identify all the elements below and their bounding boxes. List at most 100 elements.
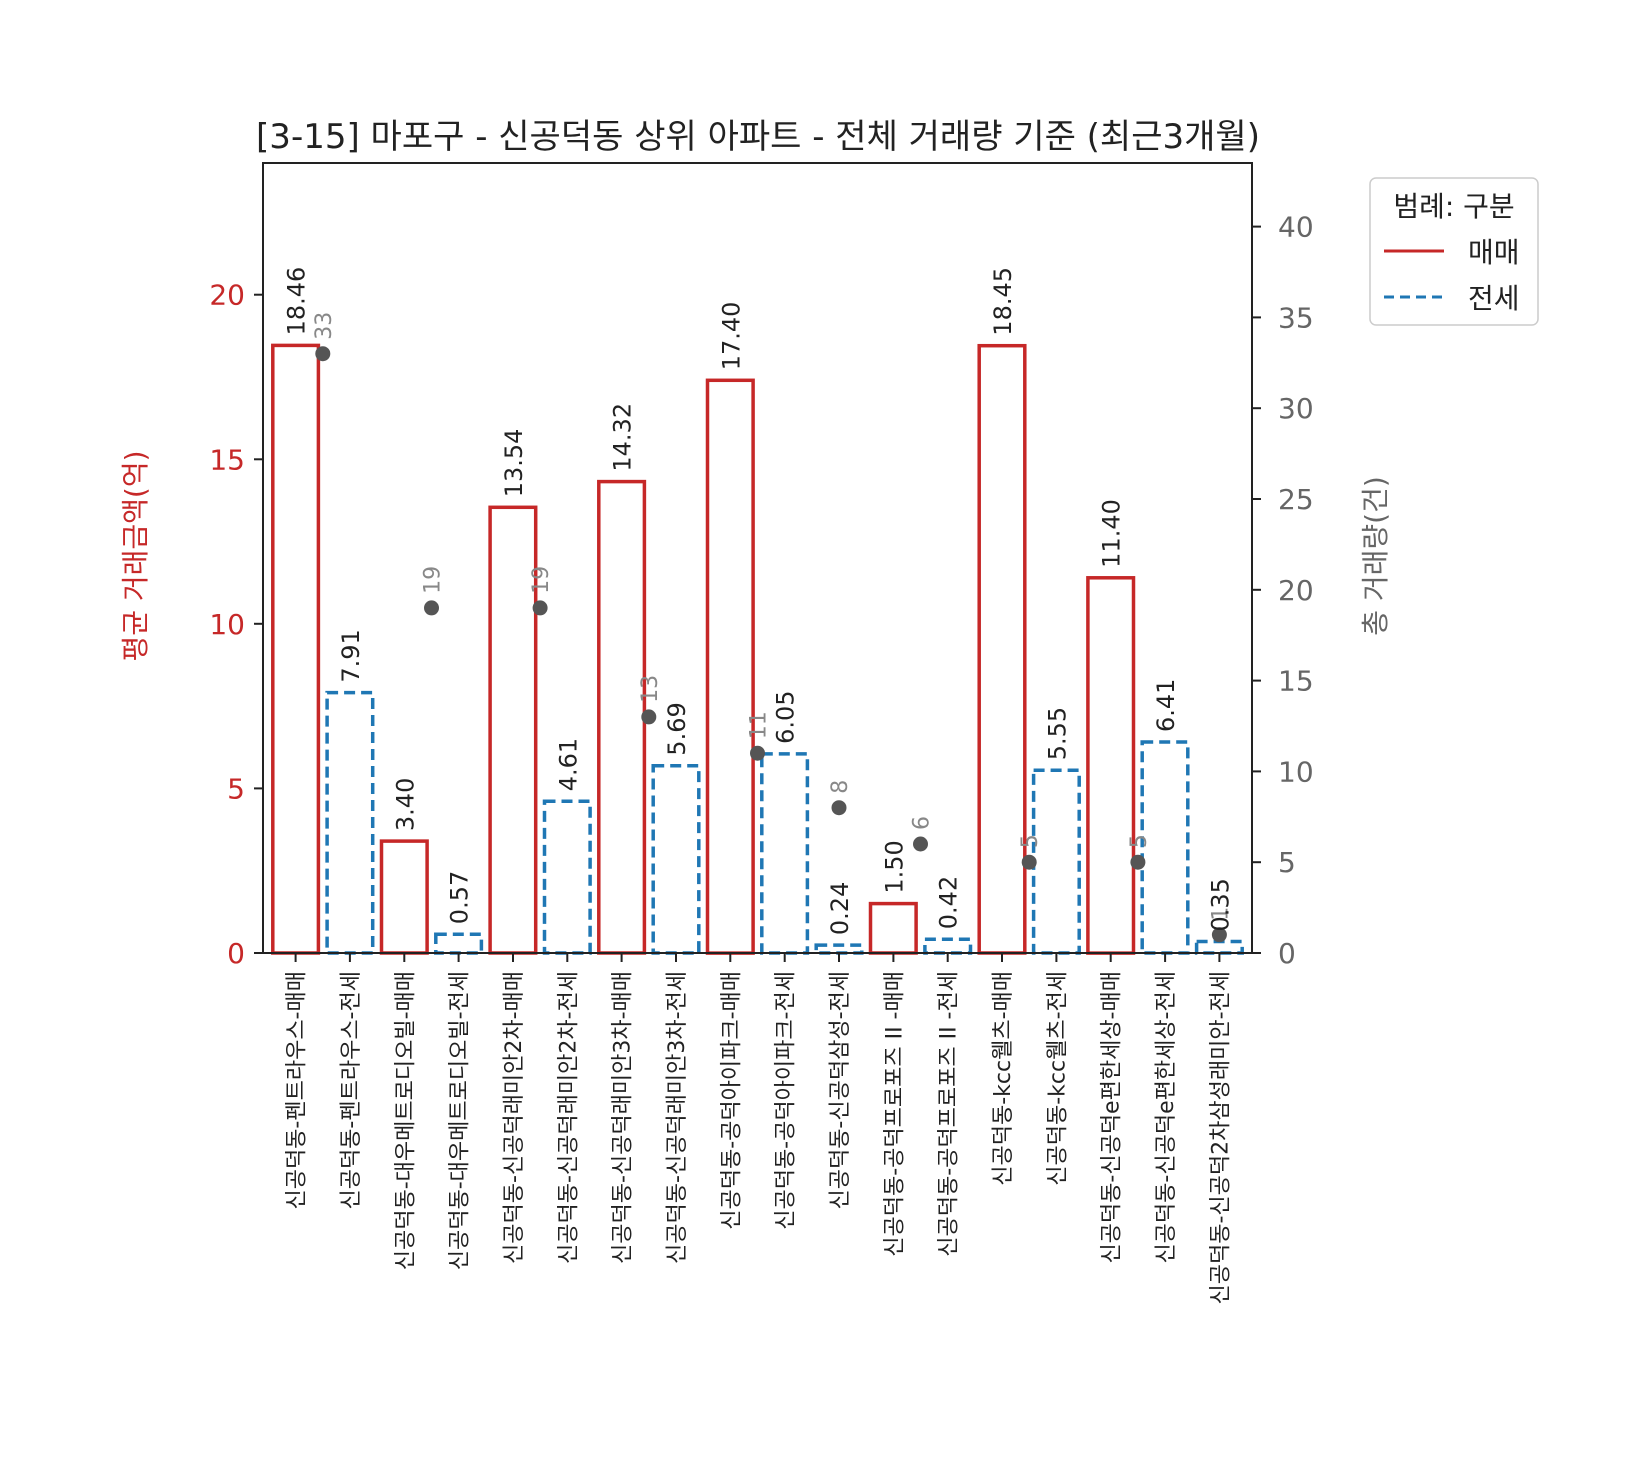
x-axis: 신공덕동-펜트라우스-매매 신공덕동-펜트라우스-전세 신공덕동-대우메트로디오빌-…	[285, 953, 1233, 1304]
left-axis: 0 5 10 15 20	[209, 279, 263, 970]
bar-value-label-4: 13.54	[500, 429, 528, 498]
x-tick-label-0: 신공덕동-펜트라우스-매매	[285, 971, 310, 1210]
volume-label-2: 19	[529, 566, 554, 594]
volume-points-layer: 33 19 19 13 11 8 6 5 5 1	[312, 312, 1233, 943]
bar-value-label-0: 18.46	[283, 267, 311, 336]
volume-point-0	[315, 346, 331, 362]
x-tick-label-14: 신공덕동-kcc웰츠-전세	[1045, 971, 1070, 1186]
x-tick-label-12: 신공덕동-공덕프로포즈 II -전세	[937, 971, 962, 1257]
x-tick-label-9: 신공덕동-공덕아이파크-전세	[774, 971, 799, 1230]
x-tick-label-10: 신공덕동-신공덕삼성-전세	[828, 971, 853, 1210]
x-tick-label-6: 신공덕동-신공덕래미안3차-매매	[611, 971, 636, 1264]
bar-value-label-6: 14.32	[609, 403, 637, 472]
left-tick-label-4: 20	[209, 279, 245, 312]
right-tick-label-8: 40	[1278, 211, 1314, 244]
legend-sale-label: 매매	[1468, 236, 1520, 269]
x-tick-label-8: 신공덕동-공덕아이파크-매매	[719, 971, 744, 1230]
bar-17	[1194, 939, 1244, 955]
volume-point-4	[750, 745, 765, 761]
bar-value-label-14: 5.55	[1043, 707, 1071, 760]
right-tick-label-5: 25	[1278, 483, 1314, 516]
bar-value-label-16: 6.41	[1152, 679, 1180, 732]
volume-point-7	[1021, 854, 1037, 870]
legend-title: 범례: 구분	[1393, 190, 1514, 223]
right-tick-label-7: 35	[1278, 301, 1314, 334]
volume-point-1	[424, 600, 439, 616]
volume-point-3	[641, 709, 657, 725]
y2-axis-label: 총 거래량(건)	[1359, 476, 1392, 636]
bar-value-label-1: 7.91	[337, 629, 365, 682]
bar-0	[271, 343, 321, 955]
x-tick-label-3: 신공덕동-대우메트로디오빌-전세	[448, 971, 473, 1270]
bar-8	[705, 378, 755, 955]
bar-3	[434, 932, 484, 955]
right-tick-label-1: 5	[1278, 846, 1296, 879]
volume-label-6: 6	[910, 816, 935, 830]
bar-value-label-5: 4.61	[554, 738, 582, 791]
right-tick-label-6: 30	[1278, 392, 1314, 425]
right-tick-label-0: 0	[1278, 937, 1296, 970]
volume-point-9	[1211, 927, 1227, 943]
bar-value-label-3: 0.57	[446, 871, 474, 924]
bar-1	[325, 690, 375, 955]
volume-label-9: 1	[1208, 907, 1233, 921]
chart-title: [3-15] 마포구 - 신공덕동 상위 아파트 - 전체 거래량 기준 (최근…	[256, 117, 1260, 157]
volume-label-0: 33	[312, 312, 337, 340]
bar-value-label-10: 0.24	[826, 882, 854, 935]
bar-7	[651, 763, 701, 955]
bars-layer	[271, 343, 1244, 955]
legend-jeonse-label: 전세	[1468, 282, 1520, 315]
volume-label-7: 5	[1018, 834, 1043, 848]
bar-13	[977, 343, 1027, 955]
bar-value-label-11: 1.50	[880, 840, 908, 893]
x-tick-label-1: 신공덕동-펜트라우스-전세	[339, 971, 364, 1210]
bar-value-label-8: 17.40	[717, 302, 745, 371]
left-tick-label-2: 10	[209, 608, 245, 641]
bar-value-label-17: 0.35	[1206, 878, 1234, 931]
volume-label-5: 8	[828, 780, 853, 794]
bar-value-label-7: 5.69	[663, 702, 691, 755]
bar-9	[760, 752, 810, 955]
x-tick-label-2: 신공덕동-대우메트로디오빌-매매	[393, 971, 418, 1270]
right-axis: 0 5 10 15 20 25 30 35 40	[1252, 211, 1314, 970]
x-tick-label-15: 신공덕동-신공덕e편한세상-매매	[1100, 971, 1125, 1264]
bar-value-label-15: 11.40	[1098, 499, 1126, 568]
bar-15	[1086, 576, 1136, 955]
bar-5	[542, 799, 592, 955]
x-tick-label-13: 신공덕동-kcc웰츠-매매	[991, 971, 1016, 1186]
right-tick-label-4: 20	[1278, 574, 1314, 607]
x-tick-label-4: 신공덕동-신공덕래미안2차-매매	[502, 971, 527, 1264]
x-tick-label-7: 신공덕동-신공덕래미안3차-전세	[665, 971, 690, 1264]
legend-frame	[1369, 177, 1539, 326]
bar-2	[379, 839, 429, 955]
x-tick-label-16: 신공덕동-신공덕e편한세상-전세	[1154, 971, 1179, 1264]
value-labels-layer: 18.46 7.91 3.40 0.57 13.54 4.61 14.32 5.69 17.40…	[283, 267, 1235, 935]
volume-point-2	[532, 600, 548, 616]
left-tick-label-3: 15	[209, 443, 245, 476]
x-tick-label-11: 신공덕동-공덕프로포즈 II -매매	[882, 971, 907, 1257]
right-tick-label-2: 10	[1278, 755, 1314, 788]
bar-6	[597, 479, 647, 955]
bar-value-label-12: 0.42	[935, 876, 963, 929]
volume-point-5	[831, 800, 847, 816]
bar-14	[1031, 768, 1081, 955]
x-tick-label-17: 신공덕동-신공덕2차삼성래미안-전세	[1208, 971, 1233, 1304]
volume-label-1: 19	[421, 566, 446, 594]
bar-12	[923, 937, 973, 955]
bar-11	[868, 901, 918, 955]
legend: 범례: 구분 매매 전세	[1369, 177, 1539, 326]
volume-label-8: 5	[1127, 834, 1152, 848]
volume-label-3: 13	[638, 675, 663, 703]
bar-value-label-2: 3.40	[391, 778, 419, 831]
bar-value-label-9: 6.05	[772, 690, 800, 743]
bar-10	[814, 943, 864, 955]
volume-point-6	[913, 836, 928, 852]
y-axis-label: 평균 거래금액(억)	[119, 450, 152, 661]
right-tick-label-3: 15	[1278, 665, 1314, 698]
left-tick-label-0: 0	[227, 937, 245, 970]
volume-point-8	[1130, 854, 1146, 870]
x-tick-label-5: 신공덕동-신공덕래미안2차-전세	[556, 971, 581, 1264]
volume-label-4: 11	[747, 711, 772, 739]
left-tick-label-1: 5	[227, 772, 245, 805]
